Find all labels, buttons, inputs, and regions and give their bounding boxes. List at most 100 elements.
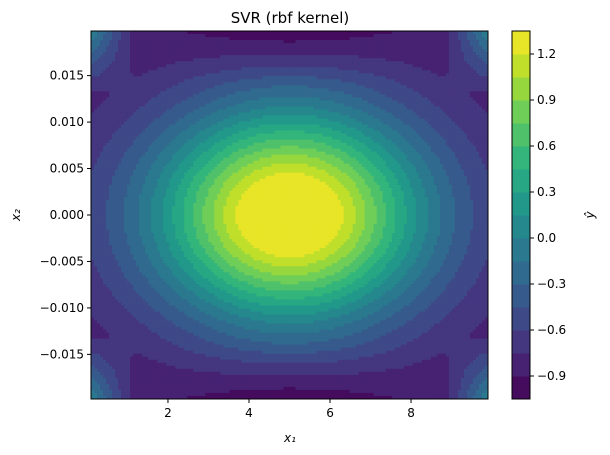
contour-cell — [169, 55, 173, 59]
contour-cell — [466, 31, 471, 35]
contour-cell — [142, 37, 146, 41]
contour-cell — [118, 37, 122, 41]
contour-cell — [184, 124, 188, 129]
contour-cell — [262, 130, 267, 135]
contour-cell — [121, 94, 125, 98]
contour-cell — [139, 70, 143, 74]
contour-cell — [175, 31, 179, 35]
contour-cell — [307, 88, 312, 92]
contour-cell — [466, 58, 471, 62]
contour-cell — [199, 124, 203, 129]
contour-cell — [220, 46, 224, 50]
contour-cell — [478, 31, 483, 35]
contour-cell — [448, 127, 453, 132]
contour-cell — [340, 31, 345, 35]
contour-cell — [421, 130, 426, 135]
contour-cell — [268, 121, 273, 126]
contour-cell — [373, 94, 378, 98]
contour-cell — [274, 91, 279, 95]
contour-cell — [460, 115, 465, 120]
contour-cell — [433, 133, 438, 138]
contour-cell — [373, 124, 378, 129]
contour-cell — [307, 79, 312, 83]
contour-cell — [94, 73, 98, 77]
contour-cell — [325, 115, 330, 120]
contour-cell — [136, 94, 140, 98]
contour-cell — [394, 52, 399, 56]
contour-cell — [175, 133, 179, 138]
contour-cell — [241, 52, 245, 56]
contour-cell — [379, 115, 384, 120]
contour-cell — [271, 136, 276, 141]
contour-cell — [349, 85, 354, 89]
contour-cell — [376, 91, 381, 95]
contour-cell — [433, 109, 438, 114]
contour-cell — [301, 49, 306, 53]
contour-cell — [172, 94, 176, 98]
contour-cell — [373, 130, 378, 135]
contour-cell — [259, 34, 264, 38]
contour-cell — [400, 103, 405, 108]
contour-cell — [202, 61, 206, 65]
contour-cell — [385, 46, 390, 50]
contour-cell — [205, 100, 209, 104]
contour-cell — [319, 94, 324, 98]
contour-cell — [349, 79, 354, 83]
contour-cell — [199, 67, 203, 71]
contour-cell — [382, 130, 387, 135]
contour-cell — [370, 34, 375, 38]
contour-cell — [280, 70, 285, 74]
contour-cell — [292, 40, 297, 44]
contour-cell — [307, 97, 312, 101]
contour-cell — [289, 70, 294, 74]
contour-cell — [400, 76, 405, 80]
contour-cell — [460, 52, 465, 56]
contour-cell — [190, 127, 194, 132]
contour-cell — [214, 37, 218, 41]
contour-cell — [145, 94, 149, 98]
contour-cell — [154, 37, 158, 41]
contour-cell — [325, 109, 330, 114]
contour-cell — [160, 49, 164, 53]
contour-cell — [343, 100, 348, 104]
contour-cell — [247, 58, 251, 62]
contour-cell — [103, 67, 107, 71]
contour-cell — [292, 106, 297, 111]
contour-cell — [109, 43, 113, 47]
contour-cell — [187, 67, 191, 71]
contour-cell — [280, 49, 285, 53]
contour-cell — [271, 118, 276, 123]
contour-cell — [421, 100, 426, 104]
contour-cell — [250, 31, 255, 35]
contour-cell — [169, 70, 173, 74]
contour-cell — [445, 112, 450, 117]
contour-cell — [310, 55, 315, 59]
contour-cell — [205, 121, 209, 126]
contour-cell — [271, 64, 276, 68]
contour-cell — [91, 70, 95, 74]
contour-cell — [163, 112, 167, 117]
contour-cell — [445, 49, 450, 53]
contour-cell — [310, 106, 315, 111]
contour-cell — [100, 34, 104, 38]
contour-cell — [91, 34, 95, 38]
contour-cell — [166, 31, 170, 35]
contour-cell — [475, 31, 480, 35]
contour-cell — [238, 61, 242, 65]
contour-cell — [259, 49, 264, 53]
contour-cell — [364, 109, 369, 114]
contour-cell — [355, 115, 360, 120]
contour-cell — [232, 31, 236, 35]
contour-cell — [334, 76, 339, 80]
contour-cell — [202, 37, 206, 41]
contour-cell — [409, 70, 414, 74]
contour-cell — [169, 103, 173, 108]
contour-cell — [196, 52, 200, 56]
contour-cell — [241, 118, 245, 123]
contour-cell — [406, 82, 411, 86]
contour-cell — [376, 124, 381, 129]
contour-cell — [421, 97, 426, 101]
contour-cell — [250, 37, 255, 41]
contour-cell — [262, 85, 267, 89]
contour-cell — [232, 91, 236, 95]
